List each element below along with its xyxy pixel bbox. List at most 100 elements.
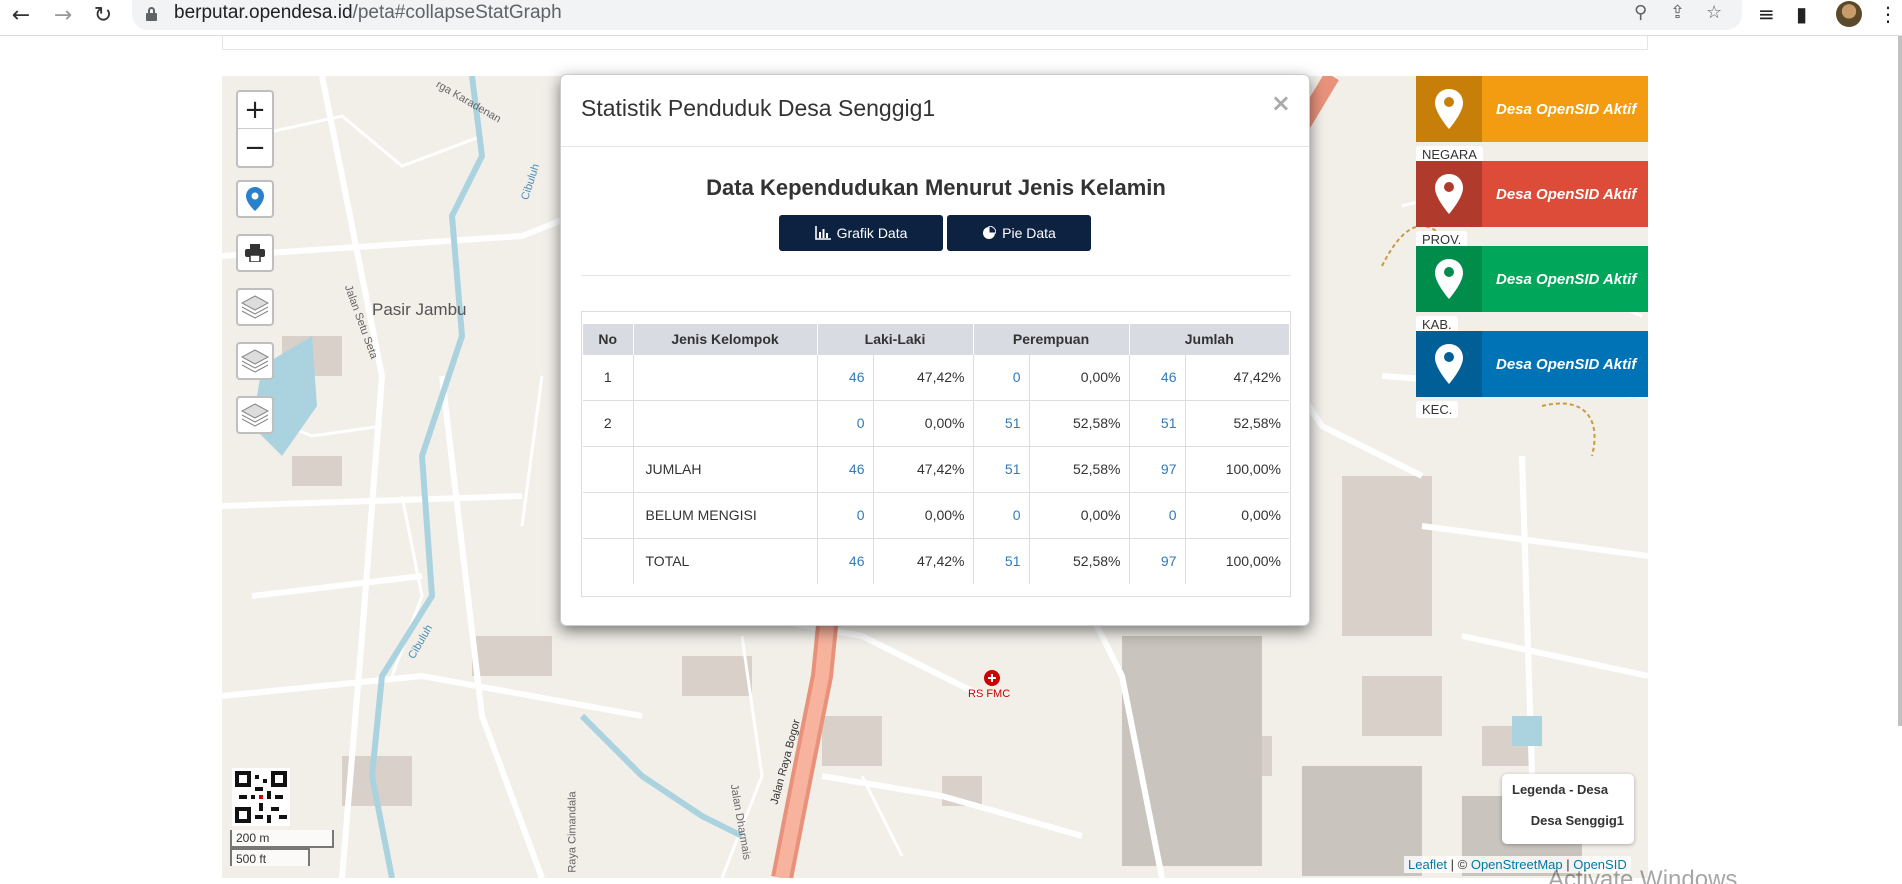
cell-no xyxy=(583,537,634,584)
cell-kelompok xyxy=(633,353,818,400)
reload-icon[interactable]: ↻ xyxy=(93,2,113,28)
panel-label: Desa OpenSID Aktif xyxy=(1482,331,1648,397)
map-tiles xyxy=(222,76,1648,878)
panel-tag: KEC. xyxy=(1416,401,1459,418)
media-icon[interactable]: ≡ xyxy=(1758,2,1775,26)
header-laki-laki: Laki-Laki xyxy=(817,324,974,354)
panel-label: Desa OpenSID Aktif xyxy=(1482,76,1648,142)
panel-tag: KAB. xyxy=(1416,316,1458,333)
cell-laki-percent: 47,42% xyxy=(873,445,974,492)
modal-title: Statistik Penduduk Desa Senggig1 xyxy=(581,95,936,121)
legend-title: Legenda - Desa xyxy=(1512,782,1609,797)
layers-icon xyxy=(240,403,270,427)
cell-jumlah-count[interactable]: 51 xyxy=(1129,399,1186,446)
opensid-link[interactable]: OpenSID xyxy=(1573,857,1627,872)
cell-perempuan-count[interactable]: 0 xyxy=(973,353,1030,400)
cell-laki-count[interactable]: 0 xyxy=(817,399,874,446)
leaflet-link[interactable]: Leaflet xyxy=(1408,857,1448,872)
table-row: JUMLAH 46 47,42% 51 52,58% 97 100,00% xyxy=(583,445,1289,492)
pie-data-label: Pie Data xyxy=(1002,225,1056,241)
avatar[interactable] xyxy=(1836,1,1862,27)
layers-button-2[interactable] xyxy=(236,342,274,380)
cell-laki-percent: 47,42% xyxy=(873,537,974,584)
cell-laki-count[interactable]: 46 xyxy=(817,353,874,400)
cell-laki-count[interactable]: 46 xyxy=(817,537,874,584)
map-attribution: Leaflet | © OpenStreetMap | OpenSID xyxy=(1404,856,1631,873)
browser-toolbar: ← → ↻ berputar.opendesa.id/peta#collapse… xyxy=(0,0,1902,36)
cell-kelompok: TOTAL xyxy=(633,537,818,584)
cell-perempuan-percent: 0,00% xyxy=(1029,491,1130,538)
cell-jumlah-count[interactable]: 46 xyxy=(1129,353,1186,400)
map-label-rs-fmc: RS FMC xyxy=(968,688,1011,700)
star-icon[interactable]: ☆ xyxy=(1706,2,1723,23)
legend-item[interactable]: Desa Senggig1 xyxy=(1530,813,1624,828)
osm-link[interactable]: OpenStreetMap xyxy=(1470,857,1563,872)
panel-kab[interactable]: Desa OpenSID Aktif KAB. xyxy=(1416,246,1648,333)
cell-laki-percent: 0,00% xyxy=(873,399,974,446)
print-button[interactable] xyxy=(236,234,274,272)
pie-data-button[interactable]: Pie Data xyxy=(947,215,1091,251)
locate-button[interactable] xyxy=(236,180,274,218)
grafik-data-button[interactable]: Grafik Data xyxy=(779,215,943,251)
map-label-pasir-jambu: Pasir Jambu xyxy=(372,300,467,319)
cell-kelompok xyxy=(633,399,818,446)
layers-icon xyxy=(240,349,270,373)
map-marker-icon xyxy=(246,187,264,211)
zoom-in-button[interactable]: + xyxy=(238,92,272,129)
attribution-separator: | © xyxy=(1447,857,1471,872)
cell-jumlah-count[interactable]: 0 xyxy=(1129,491,1186,538)
statistics-table-wrapper: No Jenis Kelompok Laki-Laki Perempuan Ju… xyxy=(581,311,1291,597)
header-jumlah: Jumlah xyxy=(1129,324,1289,354)
divider xyxy=(581,275,1291,276)
forward-icon[interactable]: → xyxy=(53,2,73,28)
menu-icon[interactable]: ⋮ xyxy=(1878,2,1898,26)
location-icon[interactable]: ⚲ xyxy=(1634,2,1648,23)
address-bar[interactable]: berputar.opendesa.id/peta#collapseStatGr… xyxy=(132,0,1742,30)
panel-negara[interactable]: Desa OpenSID Aktif NEGARA xyxy=(1416,76,1648,163)
layers-button-1[interactable] xyxy=(236,288,274,326)
panel-kec[interactable]: Desa OpenSID Aktif KEC. xyxy=(1416,331,1648,418)
cell-jumlah-percent: 47,42% xyxy=(1185,353,1289,400)
qr-code xyxy=(232,768,290,826)
cell-perempuan-count[interactable]: 51 xyxy=(973,445,1030,492)
cell-laki-count[interactable]: 46 xyxy=(817,445,874,492)
cell-perempuan-count[interactable]: 51 xyxy=(973,399,1030,446)
statistics-table: No Jenis Kelompok Laki-Laki Perempuan Ju… xyxy=(583,324,1289,584)
cell-jumlah-count[interactable]: 97 xyxy=(1129,537,1186,584)
cell-perempuan-count[interactable]: 0 xyxy=(973,491,1030,538)
sidepanel-icon[interactable]: ▮ xyxy=(1796,2,1808,26)
zoom-out-button[interactable]: − xyxy=(244,132,266,163)
table-row: TOTAL 46 47,42% 51 52,58% 97 100,00% xyxy=(583,537,1289,584)
header-perempuan: Perempuan xyxy=(973,324,1130,354)
panel-label: Desa OpenSID Aktif xyxy=(1482,161,1648,227)
scrollbar[interactable] xyxy=(1898,36,1902,726)
print-icon xyxy=(245,244,265,262)
share-icon[interactable]: ⇪ xyxy=(1670,2,1686,23)
cell-no: 2 xyxy=(583,399,634,446)
cell-jumlah-percent: 52,58% xyxy=(1185,399,1289,446)
cell-no xyxy=(583,491,634,538)
data-heading: Data Kependudukan Menurut Jenis Kelamin xyxy=(706,175,1166,200)
zoom-control: + − xyxy=(236,90,274,168)
cell-jumlah-count[interactable]: 97 xyxy=(1129,445,1186,492)
close-icon[interactable]: × xyxy=(1270,89,1291,117)
attribution-separator: | xyxy=(1562,857,1574,872)
layers-button-3[interactable] xyxy=(236,396,274,434)
panel-tag: NEGARA xyxy=(1416,146,1483,163)
back-icon[interactable]: ← xyxy=(11,2,31,28)
panel-prov[interactable]: Desa OpenSID Aktif PROV. xyxy=(1416,161,1648,248)
top-panel-edge xyxy=(222,36,1648,50)
url-text: berputar.opendesa.id/peta#collapseStatGr… xyxy=(174,2,562,23)
pie-chart-icon xyxy=(983,226,997,239)
cell-jumlah-percent: 100,00% xyxy=(1185,445,1289,492)
cell-perempuan-count[interactable]: 51 xyxy=(973,537,1030,584)
table-row: 1 46 47,42% 0 0,00% 46 47,42% xyxy=(583,353,1289,400)
cell-kelompok: BELUM MENGISI xyxy=(633,491,818,538)
modal-header: Statistik Penduduk Desa Senggig1 × xyxy=(561,75,1309,147)
scale-metric: 200 m xyxy=(230,830,334,848)
cell-perempuan-percent: 0,00% xyxy=(1029,353,1130,400)
table-row: 2 0 0,00% 51 52,58% 51 52,58% xyxy=(583,399,1289,446)
activate-windows-watermark: Activate Windows xyxy=(1548,866,1738,884)
header-no: No xyxy=(583,324,634,354)
cell-laki-count[interactable]: 0 xyxy=(817,491,874,538)
